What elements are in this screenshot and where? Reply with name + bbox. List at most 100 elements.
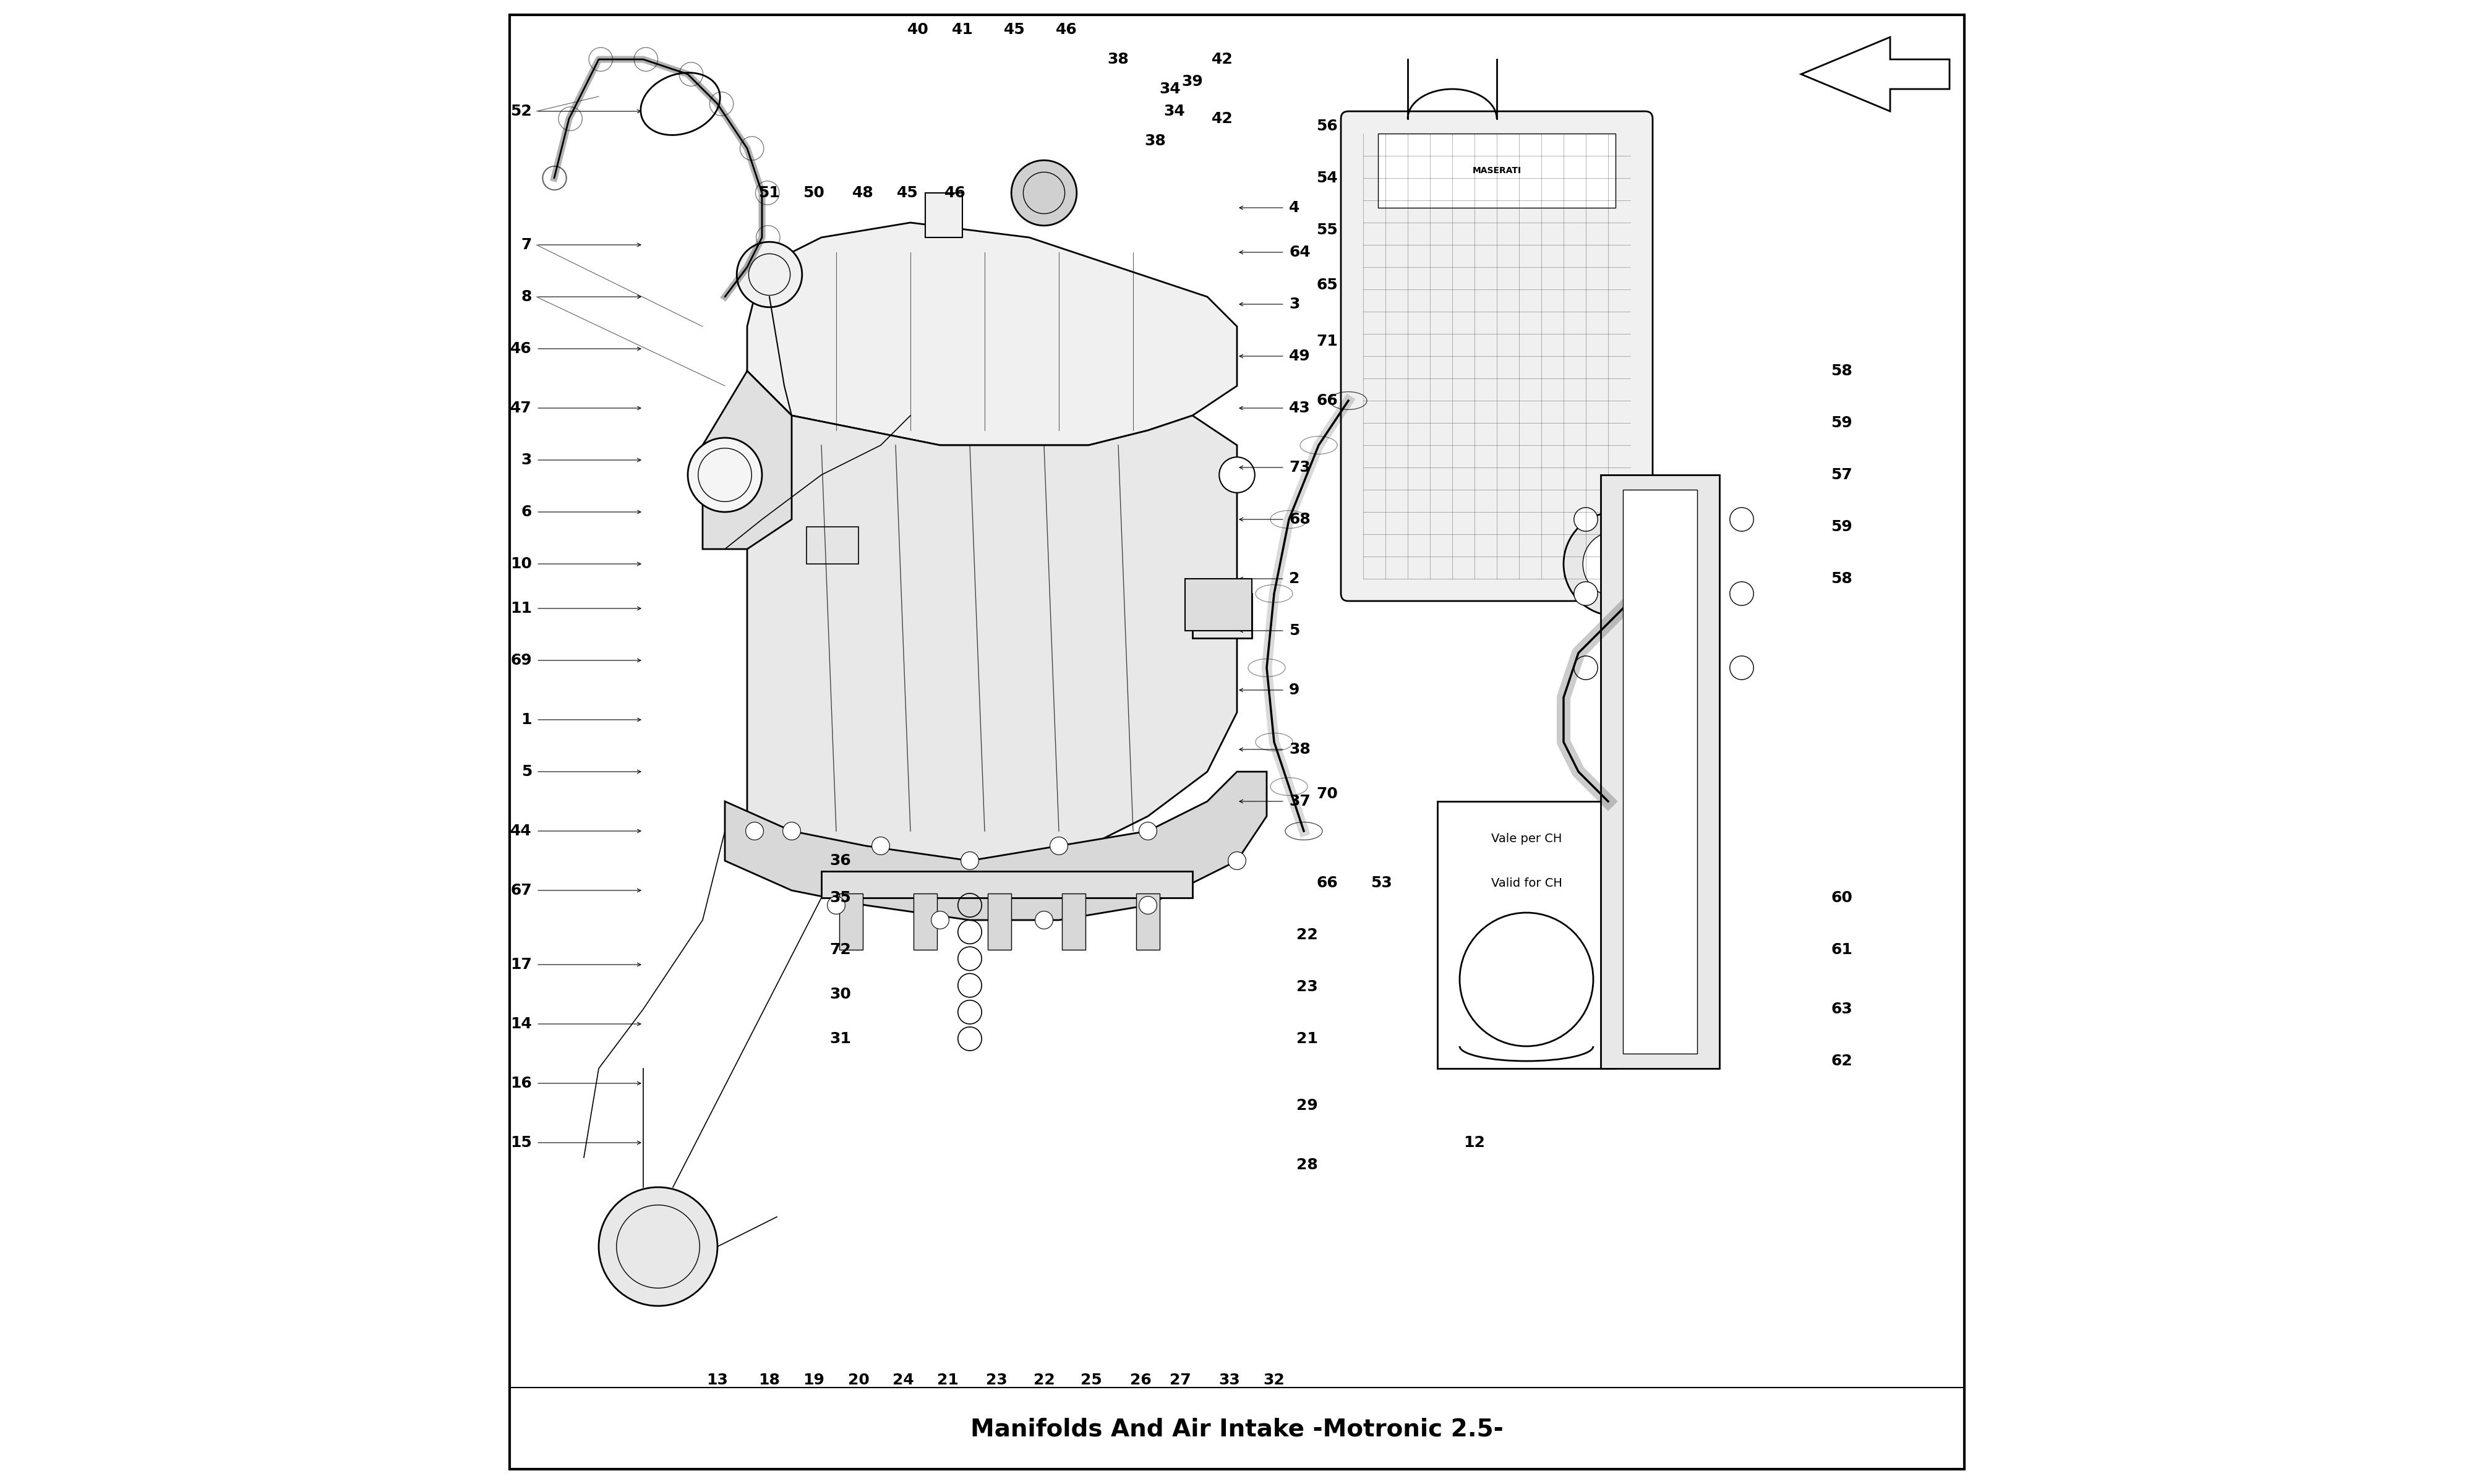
Bar [510, 1388, 1964, 1469]
FancyBboxPatch shape [1341, 111, 1653, 601]
Polygon shape [703, 371, 792, 549]
Text: 62: 62 [1831, 1054, 1853, 1068]
Bar [821, 871, 1192, 898]
Text: 60: 60 [1831, 890, 1853, 905]
Text: 3: 3 [1289, 297, 1299, 312]
Circle shape [1220, 457, 1254, 493]
Text: 6: 6 [522, 505, 532, 519]
Text: 72: 72 [829, 942, 851, 957]
Text: 44: 44 [510, 824, 532, 838]
Circle shape [1573, 656, 1598, 680]
Circle shape [871, 837, 891, 855]
Text: 4: 4 [1289, 200, 1299, 215]
Circle shape [782, 822, 802, 840]
Text: 46: 46 [1056, 22, 1076, 37]
Text: 21: 21 [1296, 1031, 1319, 1046]
Text: 34: 34 [1163, 104, 1185, 119]
Text: 22: 22 [1034, 1373, 1054, 1388]
Text: 26: 26 [1131, 1373, 1150, 1388]
Text: 7: 7 [522, 237, 532, 252]
Text: 64: 64 [1289, 245, 1311, 260]
Text: 59: 59 [1831, 519, 1853, 534]
Bar [1437, 801, 1616, 1068]
Text: 46: 46 [945, 186, 965, 200]
Circle shape [1573, 582, 1598, 605]
Text: 63: 63 [1831, 1002, 1853, 1017]
Text: 18: 18 [760, 1373, 779, 1388]
Text: 40: 40 [908, 22, 928, 37]
Text: 19: 19 [804, 1373, 824, 1388]
Bar [987, 893, 1012, 950]
Text: 14: 14 [510, 1017, 532, 1031]
Text: 5: 5 [522, 764, 532, 779]
Text: Vale per CH: Vale per CH [1492, 833, 1561, 844]
Circle shape [1564, 512, 1667, 616]
Text: 23: 23 [1296, 979, 1319, 994]
Circle shape [1138, 822, 1158, 840]
Circle shape [1729, 582, 1754, 605]
Text: 42: 42 [1212, 111, 1232, 126]
Bar [913, 893, 938, 950]
Circle shape [599, 1187, 717, 1306]
Text: 11: 11 [510, 601, 532, 616]
Text: 42: 42 [1212, 52, 1232, 67]
Polygon shape [725, 772, 1267, 920]
Bar [1136, 893, 1160, 950]
Text: 57: 57 [1831, 467, 1853, 482]
Text: 3: 3 [522, 453, 532, 467]
Circle shape [745, 822, 764, 840]
Text: 65: 65 [1316, 278, 1338, 292]
Text: Valid for CH: Valid for CH [1492, 877, 1561, 889]
Text: 34: 34 [1160, 82, 1180, 96]
Circle shape [1573, 508, 1598, 531]
Text: 66: 66 [1316, 876, 1338, 890]
Circle shape [1227, 852, 1247, 870]
Text: 73: 73 [1289, 460, 1311, 475]
Circle shape [737, 242, 802, 307]
Text: 38: 38 [1289, 742, 1311, 757]
Text: 23: 23 [985, 1373, 1007, 1388]
Text: 45: 45 [896, 186, 918, 200]
Text: 55: 55 [1316, 223, 1338, 237]
Text: 33: 33 [1220, 1373, 1239, 1388]
Text: 56: 56 [1316, 119, 1338, 134]
Text: 58: 58 [1831, 571, 1853, 586]
Text: 52: 52 [510, 104, 532, 119]
Polygon shape [1801, 37, 1950, 111]
Text: 46: 46 [510, 341, 532, 356]
Text: 10: 10 [510, 556, 532, 571]
Text: 39: 39 [1183, 74, 1202, 89]
Text: 59: 59 [1831, 416, 1853, 430]
Text: MASERATI: MASERATI [1472, 166, 1522, 175]
Circle shape [1729, 656, 1754, 680]
Text: 50: 50 [804, 186, 824, 200]
Text: 5: 5 [1289, 623, 1299, 638]
Text: 2: 2 [1289, 571, 1299, 586]
Text: 17: 17 [510, 957, 532, 972]
Text: 49: 49 [1289, 349, 1311, 364]
Text: 67: 67 [510, 883, 532, 898]
Text: 31: 31 [829, 1031, 851, 1046]
Bar [1623, 490, 1697, 1054]
Circle shape [826, 896, 846, 914]
Circle shape [1034, 911, 1054, 929]
Text: 38: 38 [1145, 134, 1165, 148]
Text: 54: 54 [1316, 171, 1338, 186]
Text: 25: 25 [1081, 1373, 1103, 1388]
Text: 43: 43 [1289, 401, 1311, 416]
Text: 53: 53 [1371, 876, 1393, 890]
Text: 8: 8 [522, 289, 532, 304]
Text: Manifolds And Air Intake -Motronic 2.5-: Manifolds And Air Intake -Motronic 2.5- [970, 1417, 1504, 1441]
Text: 24: 24 [893, 1373, 913, 1388]
Circle shape [960, 852, 980, 870]
Text: 47: 47 [510, 401, 532, 416]
Text: 32: 32 [1264, 1373, 1284, 1388]
Text: 70: 70 [1316, 787, 1338, 801]
Text: 37: 37 [1289, 794, 1311, 809]
Text: 38: 38 [1108, 52, 1128, 67]
Text: 20: 20 [849, 1373, 868, 1388]
Bar [1192, 594, 1252, 638]
Text: 15: 15 [510, 1135, 532, 1150]
Text: 13: 13 [708, 1373, 727, 1388]
Text: 71: 71 [1316, 334, 1338, 349]
